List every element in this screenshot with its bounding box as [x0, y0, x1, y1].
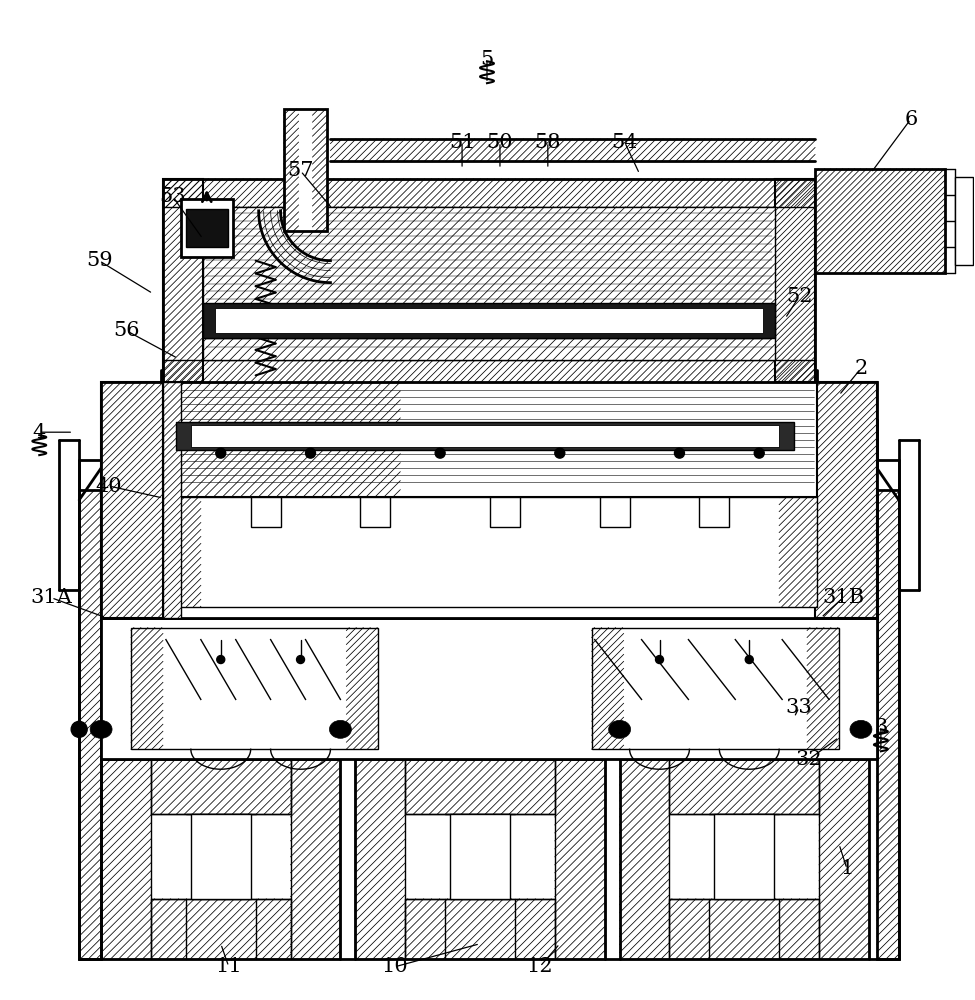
Bar: [490, 497, 520, 527]
Bar: [555, 759, 604, 959]
Text: 5: 5: [481, 50, 493, 69]
Bar: [163, 179, 203, 382]
Bar: [163, 497, 817, 607]
Bar: [163, 360, 815, 382]
Text: 1: 1: [840, 859, 854, 878]
Text: 40: 40: [96, 477, 123, 496]
Text: 50: 50: [487, 133, 513, 152]
Circle shape: [296, 656, 304, 664]
Bar: [151, 759, 291, 814]
Bar: [101, 759, 151, 959]
Text: 2: 2: [854, 359, 868, 378]
Text: 53: 53: [160, 187, 186, 206]
Bar: [600, 497, 630, 527]
Circle shape: [655, 656, 664, 664]
Text: 54: 54: [611, 133, 638, 152]
Bar: [163, 179, 815, 382]
Bar: [131, 628, 378, 749]
Bar: [815, 169, 945, 273]
Bar: [101, 618, 877, 759]
Bar: [151, 899, 291, 959]
Circle shape: [216, 656, 225, 664]
Bar: [955, 177, 973, 265]
Bar: [406, 759, 555, 814]
Text: 31B: 31B: [822, 588, 864, 607]
Circle shape: [755, 448, 764, 458]
Text: 6: 6: [904, 110, 917, 129]
Bar: [176, 422, 794, 450]
Text: 31A: 31A: [30, 588, 72, 607]
Text: 51: 51: [448, 133, 476, 152]
Text: 3: 3: [875, 718, 887, 737]
Bar: [815, 382, 877, 618]
Circle shape: [675, 448, 684, 458]
Bar: [291, 759, 340, 959]
Bar: [670, 759, 819, 814]
Bar: [877, 490, 899, 959]
Text: 59: 59: [86, 251, 112, 270]
Bar: [186, 209, 228, 247]
Circle shape: [215, 448, 226, 458]
Bar: [775, 179, 815, 382]
Bar: [284, 109, 328, 231]
Ellipse shape: [90, 720, 112, 738]
Bar: [361, 497, 390, 527]
Text: 56: 56: [113, 321, 139, 340]
Ellipse shape: [850, 720, 872, 738]
Text: 10: 10: [382, 957, 409, 976]
Bar: [191, 425, 779, 447]
Text: 12: 12: [526, 957, 553, 976]
Ellipse shape: [330, 720, 351, 738]
Bar: [620, 759, 670, 959]
Bar: [79, 490, 101, 959]
Text: 11: 11: [215, 957, 242, 976]
Bar: [715, 814, 774, 899]
Circle shape: [435, 448, 446, 458]
Bar: [819, 759, 869, 959]
Text: 33: 33: [786, 698, 812, 717]
Bar: [203, 207, 775, 360]
Text: 57: 57: [288, 161, 314, 180]
Text: 32: 32: [796, 750, 822, 769]
Bar: [670, 899, 819, 959]
Bar: [181, 199, 233, 257]
Text: 58: 58: [534, 133, 561, 152]
Circle shape: [745, 656, 754, 664]
Bar: [592, 628, 839, 749]
Bar: [214, 308, 763, 333]
Bar: [163, 382, 817, 497]
Bar: [699, 497, 729, 527]
Bar: [203, 303, 775, 338]
Text: 4: 4: [32, 423, 46, 442]
Text: 52: 52: [786, 287, 812, 306]
Bar: [450, 814, 510, 899]
Bar: [406, 899, 555, 959]
Circle shape: [71, 721, 87, 737]
Bar: [163, 179, 815, 207]
Bar: [101, 382, 877, 618]
Circle shape: [555, 448, 565, 458]
Bar: [355, 759, 406, 959]
Bar: [191, 814, 251, 899]
Bar: [163, 382, 181, 618]
Ellipse shape: [608, 720, 631, 738]
Bar: [101, 382, 163, 618]
Circle shape: [305, 448, 316, 458]
Bar: [251, 497, 281, 527]
